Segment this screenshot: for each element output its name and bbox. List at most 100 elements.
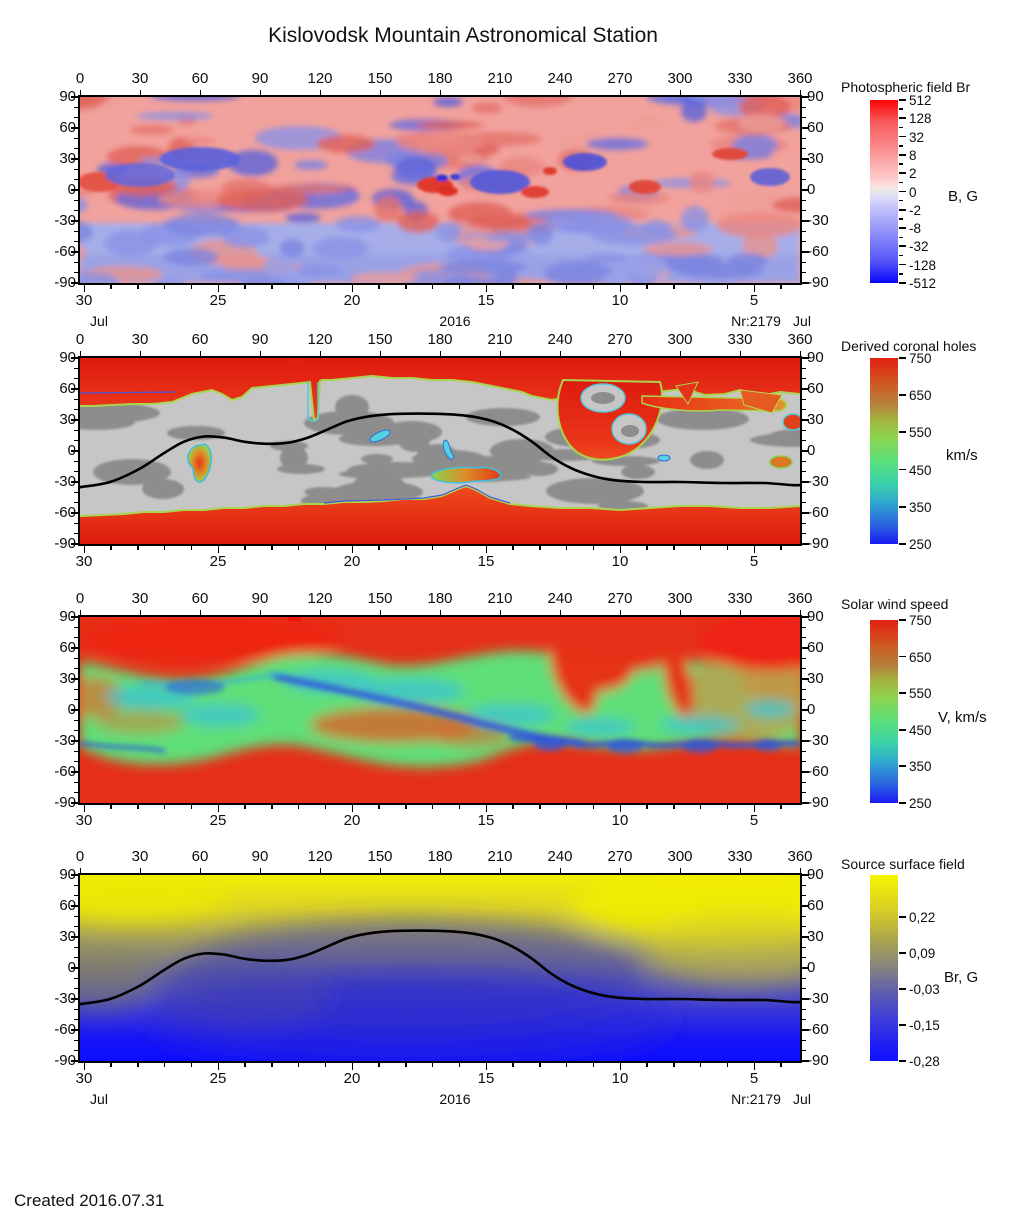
lat-axis-minor-tick [74,894,78,897]
colorbar-tick-label: 512 [909,93,932,108]
date-axis-tick [646,1063,648,1067]
colorbar-minor-tick [899,145,903,147]
date-axis-tick [190,285,193,289]
date-axis-tick [619,285,621,292]
lon-tick-label: 0 [75,331,85,348]
lat-tick-label-left: 90 [59,88,76,105]
lat-axis-tick [71,388,78,390]
lon-axis-tick [259,90,261,95]
month-label: Jul [793,1091,811,1107]
lat-axis-tick [71,967,78,969]
lat-axis-minor-tick [74,791,78,794]
lon-axis-tick [319,351,321,356]
lat-axis-minor-tick [802,626,806,629]
lat-tick-label-left: 60 [59,119,76,136]
date-axis-tick [458,805,461,809]
date-axis-tick [190,1063,193,1067]
colorbar-tick [899,619,906,621]
colorbar-minor-tick [899,181,903,184]
lat-axis-minor-tick [74,729,78,732]
lat-axis-minor-tick [74,240,78,243]
date-axis-tick [83,1063,85,1070]
date-axis-tick [190,805,193,809]
lat-axis-minor-tick [74,946,78,949]
lat-tick-label-left: -90 [54,794,76,811]
lat-axis-tick [71,450,78,452]
lon-axis-tick [679,90,681,95]
lat-axis-minor-tick [802,894,806,897]
lon-tick-label: 180 [427,590,453,607]
lat-tick-label-left: -30 [54,473,76,490]
date-axis-tick [592,546,595,550]
colorbar-tick [899,153,906,156]
date-axis-tick [163,285,166,289]
lat-axis-tick [802,874,809,876]
lat-axis-tick [802,543,809,545]
lat-axis-minor-tick [802,137,806,140]
created-date: Created 2016.07.31 [14,1191,165,1210]
date-axis-tick [405,546,407,550]
field-lobes [80,875,800,1061]
date-axis-tick [324,805,327,809]
lon-axis-tick [259,868,261,873]
lat-axis-tick [71,874,78,876]
date-axis-tick [458,546,461,550]
date-tick-label: 5 [749,812,759,829]
slow-wind-dark-patches [80,393,800,511]
lat-axis-minor-tick [802,439,806,442]
lon-tick-label: 300 [667,70,693,87]
lat-tick-label-right: 60 [807,897,824,914]
lon-axis-tick [379,610,381,615]
lat-axis-tick [802,709,809,711]
lat-axis-minor-tick [802,657,806,660]
colorbar-tick-label: -512 [909,276,937,291]
colorbar-tick-label: -128 [909,257,937,273]
colorbar-minor-tick [899,254,903,257]
colorbar-tick-label: 128 [909,111,932,127]
lat-axis-minor-tick [74,501,78,504]
lat-axis-minor-tick [802,522,806,525]
lon-axis-tick [739,90,741,95]
lat-tick-label-left: 0 [36,182,76,198]
date-axis-tick [271,805,273,809]
colorbar-tick-label: 550 [909,425,932,441]
lon-axis-tick [379,90,381,95]
solar-wind-speed-map [78,615,802,805]
lat-axis-minor-tick [802,199,806,202]
lat-axis-minor-tick [74,271,78,274]
lat-axis-tick [71,419,78,421]
lat-tick-label-left: -60 [54,763,76,780]
date-tick-label: 10 [611,812,629,829]
lat-axis-minor-tick [802,532,806,535]
lat-axis-tick [802,740,809,742]
date-axis-tick [565,805,568,809]
lon-tick-label: 210 [487,590,513,607]
date-axis-tick [297,285,300,289]
current-sheet-streams [80,670,800,753]
lon-axis-tick [199,351,201,356]
date-axis-tick [592,1063,595,1067]
date-axis-tick [512,285,514,289]
lat-tick-label-left: -60 [54,1021,76,1038]
date-axis-tick [324,1063,327,1067]
lat-tick-label-right: 60 [807,639,824,656]
date-tick-label: 20 [343,812,361,829]
lon-axis-tick [499,610,501,615]
colorbar-tick [899,394,906,396]
lon-tick-label: 60 [191,331,209,348]
lat-axis-minor-tick [74,925,78,928]
lon-axis-tick [439,868,441,873]
colorbar-tick [899,117,906,120]
date-axis-tick [271,1063,273,1067]
colorbar-minor-tick [899,126,903,129]
colorbar-tick [899,952,906,954]
lat-axis-minor-tick [802,781,806,784]
lon-tick-label: 270 [607,331,633,348]
lat-axis-tick [802,189,809,191]
date-tick-label: 10 [611,1070,629,1087]
colorbar-solar-wind-speed [870,620,898,803]
lon-tick-label: 90 [251,848,269,865]
lon-tick-label: 180 [427,70,453,87]
lat-axis-minor-tick [74,199,78,202]
lat-axis-minor-tick [74,522,78,525]
